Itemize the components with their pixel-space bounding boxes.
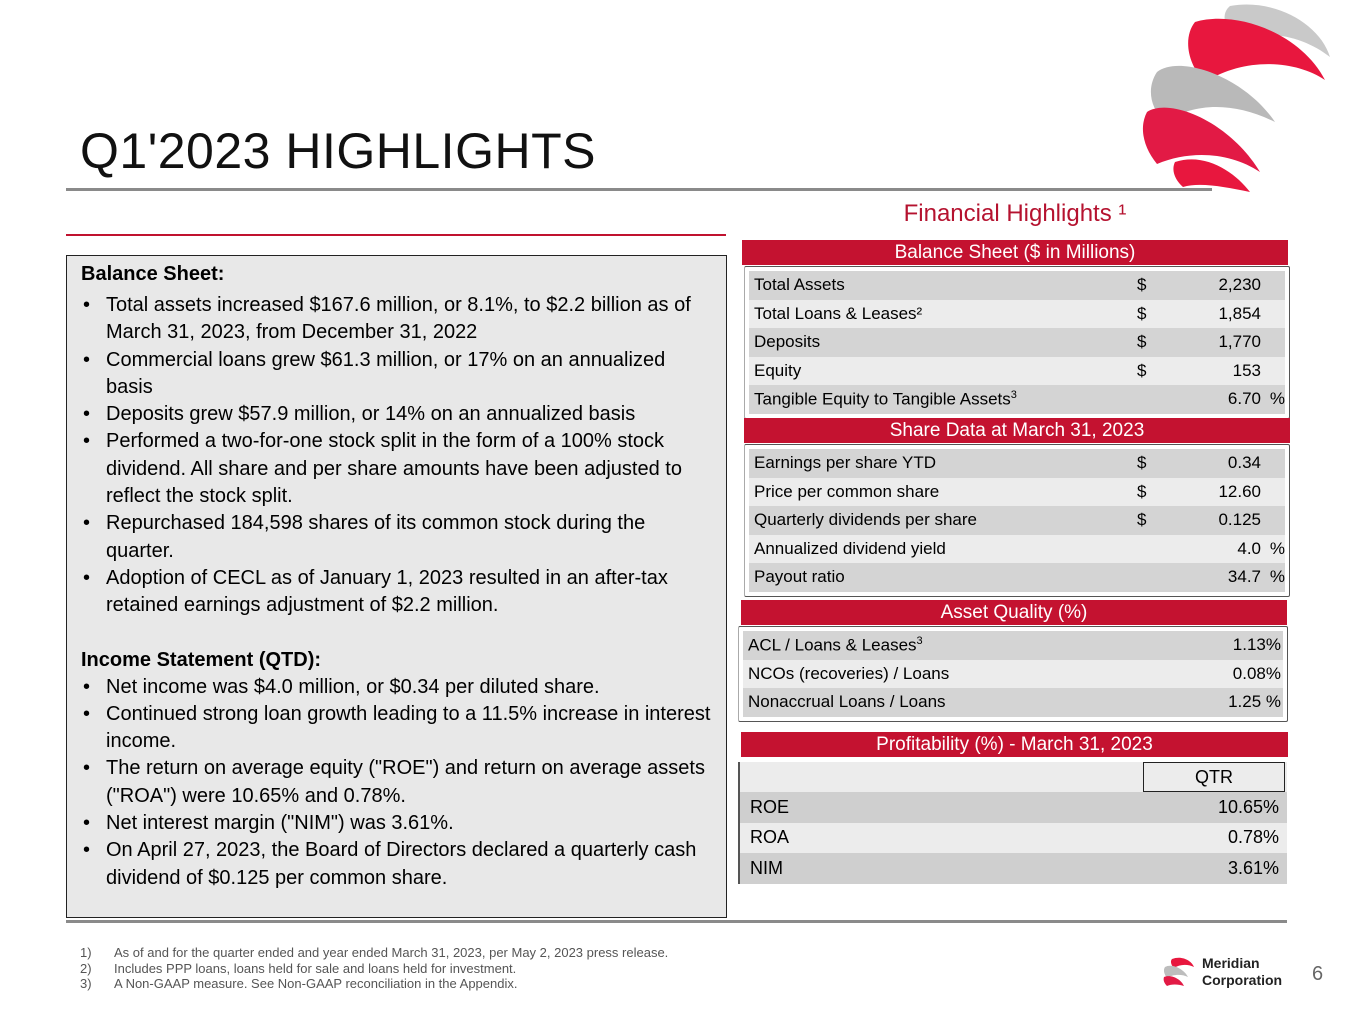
page-number: 6 (1312, 963, 1324, 985)
table-row: Payout ratio 34.7% (749, 563, 1285, 592)
asset-quality-header: Asset Quality (%) (741, 600, 1287, 625)
row-value: 0.34 (1227, 453, 1261, 473)
row-label: Annualized dividend yield (754, 538, 946, 558)
row-value: 0.78% (1227, 827, 1279, 848)
row-value: 34.7 (1227, 567, 1261, 587)
footnote: 3) A Non-GAAP measure. See Non-GAAP recon… (80, 976, 518, 991)
table-row: NIM 3.61% (740, 853, 1287, 884)
balance-sheet-heading: Balance Sheet: (81, 263, 225, 285)
row-label: Nonaccrual Loans / Loans (748, 692, 946, 712)
table-row: ACL / Loans & Leases3 1.13% (743, 631, 1283, 660)
row-dollar: $ (1137, 360, 1147, 380)
table-row: ROE 10.65% (740, 792, 1287, 823)
row-dollar: $ (1137, 275, 1147, 295)
row-value: 0.08% (1232, 663, 1281, 683)
list-item: On April 27, 2023, the Board of Director… (81, 837, 714, 892)
qtr-column-header: QTR (1143, 762, 1285, 792)
row-label: ACL / Loans & Leases3 (748, 634, 923, 655)
list-item: The return on average equity ("ROE") and… (81, 755, 714, 810)
row-label: ROE (750, 796, 790, 817)
table-row: Deposits $1,770 (749, 328, 1285, 357)
list-item: Deposits grew $57.9 million, or 14% on a… (81, 401, 714, 429)
page-title: Q1'2023 HIGHLIGHTS (80, 123, 596, 179)
share-data-table: Earnings per share YTD $0.34 Price per co… (744, 444, 1290, 597)
income-statement-heading: Income Statement (QTD): (81, 648, 322, 671)
list-item: Net interest margin ("NIM") was 3.61%. (81, 810, 714, 838)
row-label: NCOs (recoveries) / Loans (748, 663, 950, 683)
row-dollar: $ (1137, 303, 1147, 323)
row-dollar: $ (1137, 453, 1147, 473)
row-pct: % (1269, 567, 1285, 587)
row-value: 12.60 (1218, 481, 1261, 501)
list-item: Net income was $4.0 million, or $0.34 pe… (81, 674, 714, 702)
footer-divider (66, 920, 1287, 923)
row-value: 1,770 (1218, 332, 1261, 352)
row-label: Equity (754, 360, 802, 380)
footnote: 1) As of and for the quarter ended and ye… (80, 945, 669, 960)
row-value: 1,854 (1218, 303, 1261, 323)
row-value: 0.125 (1218, 510, 1261, 530)
asset-quality-table: ACL / Loans & Leases3 1.13% NCOs (recover… (738, 626, 1288, 722)
meridian-small-logo-icon (1163, 957, 1194, 986)
brand-name: Meridian Corporation (1202, 955, 1283, 988)
balance-sheet-header: Balance Sheet ($ in Millions) (742, 240, 1288, 265)
list-item: Adoption of CECL as of January 1, 2023 r… (81, 565, 714, 620)
row-dollar: $ (1137, 332, 1147, 352)
footnotes: 1) As of and for the quarter ended and ye… (80, 945, 668, 992)
list-item: Repurchased 184,598 shares of its common… (81, 510, 714, 565)
highlights-text-box: Balance Sheet: Total assets increased $1… (66, 255, 727, 918)
meridian-logo-icon (1142, 4, 1330, 192)
row-label: Quarterly dividends per share (754, 510, 978, 530)
title-divider (66, 188, 1212, 191)
row-label: Tangible Equity to Tangible Assets3 (754, 388, 1017, 409)
row-value: 10.65% (1217, 796, 1279, 817)
table-row: Total Loans & Leases² $1,854 (749, 299, 1285, 328)
table-row: Quarterly dividends per share $0.125 (749, 506, 1285, 535)
profitability-header: Profitability (%) - March 31, 2023 (741, 732, 1288, 757)
left-red-divider (66, 234, 726, 236)
row-dollar: $ (1137, 510, 1147, 530)
row-label: Price per common share (754, 481, 940, 501)
row-value: 1.13% (1232, 635, 1281, 655)
table-row: Nonaccrual Loans / Loans 1.25 % (743, 688, 1283, 717)
table-row: Earnings per share YTD $0.34 (749, 449, 1285, 478)
table-row: ROA 0.78% (740, 822, 1287, 853)
row-value: 4.0 (1237, 538, 1261, 558)
footnote: 2) Includes PPP loans, loans held for sal… (80, 960, 517, 976)
list-item: Commercial loans grew $61.3 million, or … (81, 347, 714, 402)
row-value: 1.25 % (1228, 692, 1281, 712)
row-label: Deposits (754, 332, 821, 352)
table-row: Tangible Equity to Tangible Assets3 6.70% (749, 385, 1285, 414)
row-label: Earnings per share YTD (754, 453, 937, 473)
row-label: Total Loans & Leases² (754, 303, 923, 323)
profitability-table: QTR ROE 10.65% ROA 0.78% NIM 3.61% (738, 762, 1287, 884)
row-value: 3.61% (1227, 857, 1279, 878)
row-label: Total Assets (754, 275, 845, 295)
footer-brand: Meridian Corporation (1162, 955, 1282, 989)
table-row: NCOs (recoveries) / Loans 0.08% (743, 659, 1283, 688)
table-row: Total Assets $2,230 (749, 271, 1285, 300)
balance-sheet-list: Total assets increased $167.6 million, o… (81, 292, 714, 620)
row-pct: % (1269, 389, 1285, 409)
table-row: Price per common share $12.60 (749, 477, 1285, 506)
list-item: Continued strong loan growth leading to … (81, 701, 714, 756)
row-pct: % (1269, 538, 1285, 558)
financial-highlights-title: Financial Highlights ¹ (903, 200, 1127, 227)
row-label: Payout ratio (754, 567, 845, 587)
balance-sheet-table: Total Assets $2,230 Total Loans & Leases²… (744, 266, 1290, 419)
row-value: 2,230 (1218, 275, 1261, 295)
table-row: Equity $153 (749, 356, 1285, 385)
row-label: ROA (750, 827, 790, 848)
list-item: Performed a two-for-one stock split in t… (81, 428, 714, 510)
row-value: 6.70 (1227, 389, 1261, 409)
row-label: NIM (750, 857, 783, 878)
income-statement-list: Net income was $4.0 million, or $0.34 pe… (81, 674, 714, 892)
share-data-header: Share Data at March 31, 2023 (744, 418, 1290, 443)
list-item: Total assets increased $167.6 million, o… (81, 292, 714, 347)
row-dollar: $ (1137, 481, 1147, 501)
table-row: Annualized dividend yield 4.0% (749, 534, 1285, 563)
column-header-row: QTR (740, 762, 1287, 792)
row-value: 153 (1232, 360, 1261, 380)
